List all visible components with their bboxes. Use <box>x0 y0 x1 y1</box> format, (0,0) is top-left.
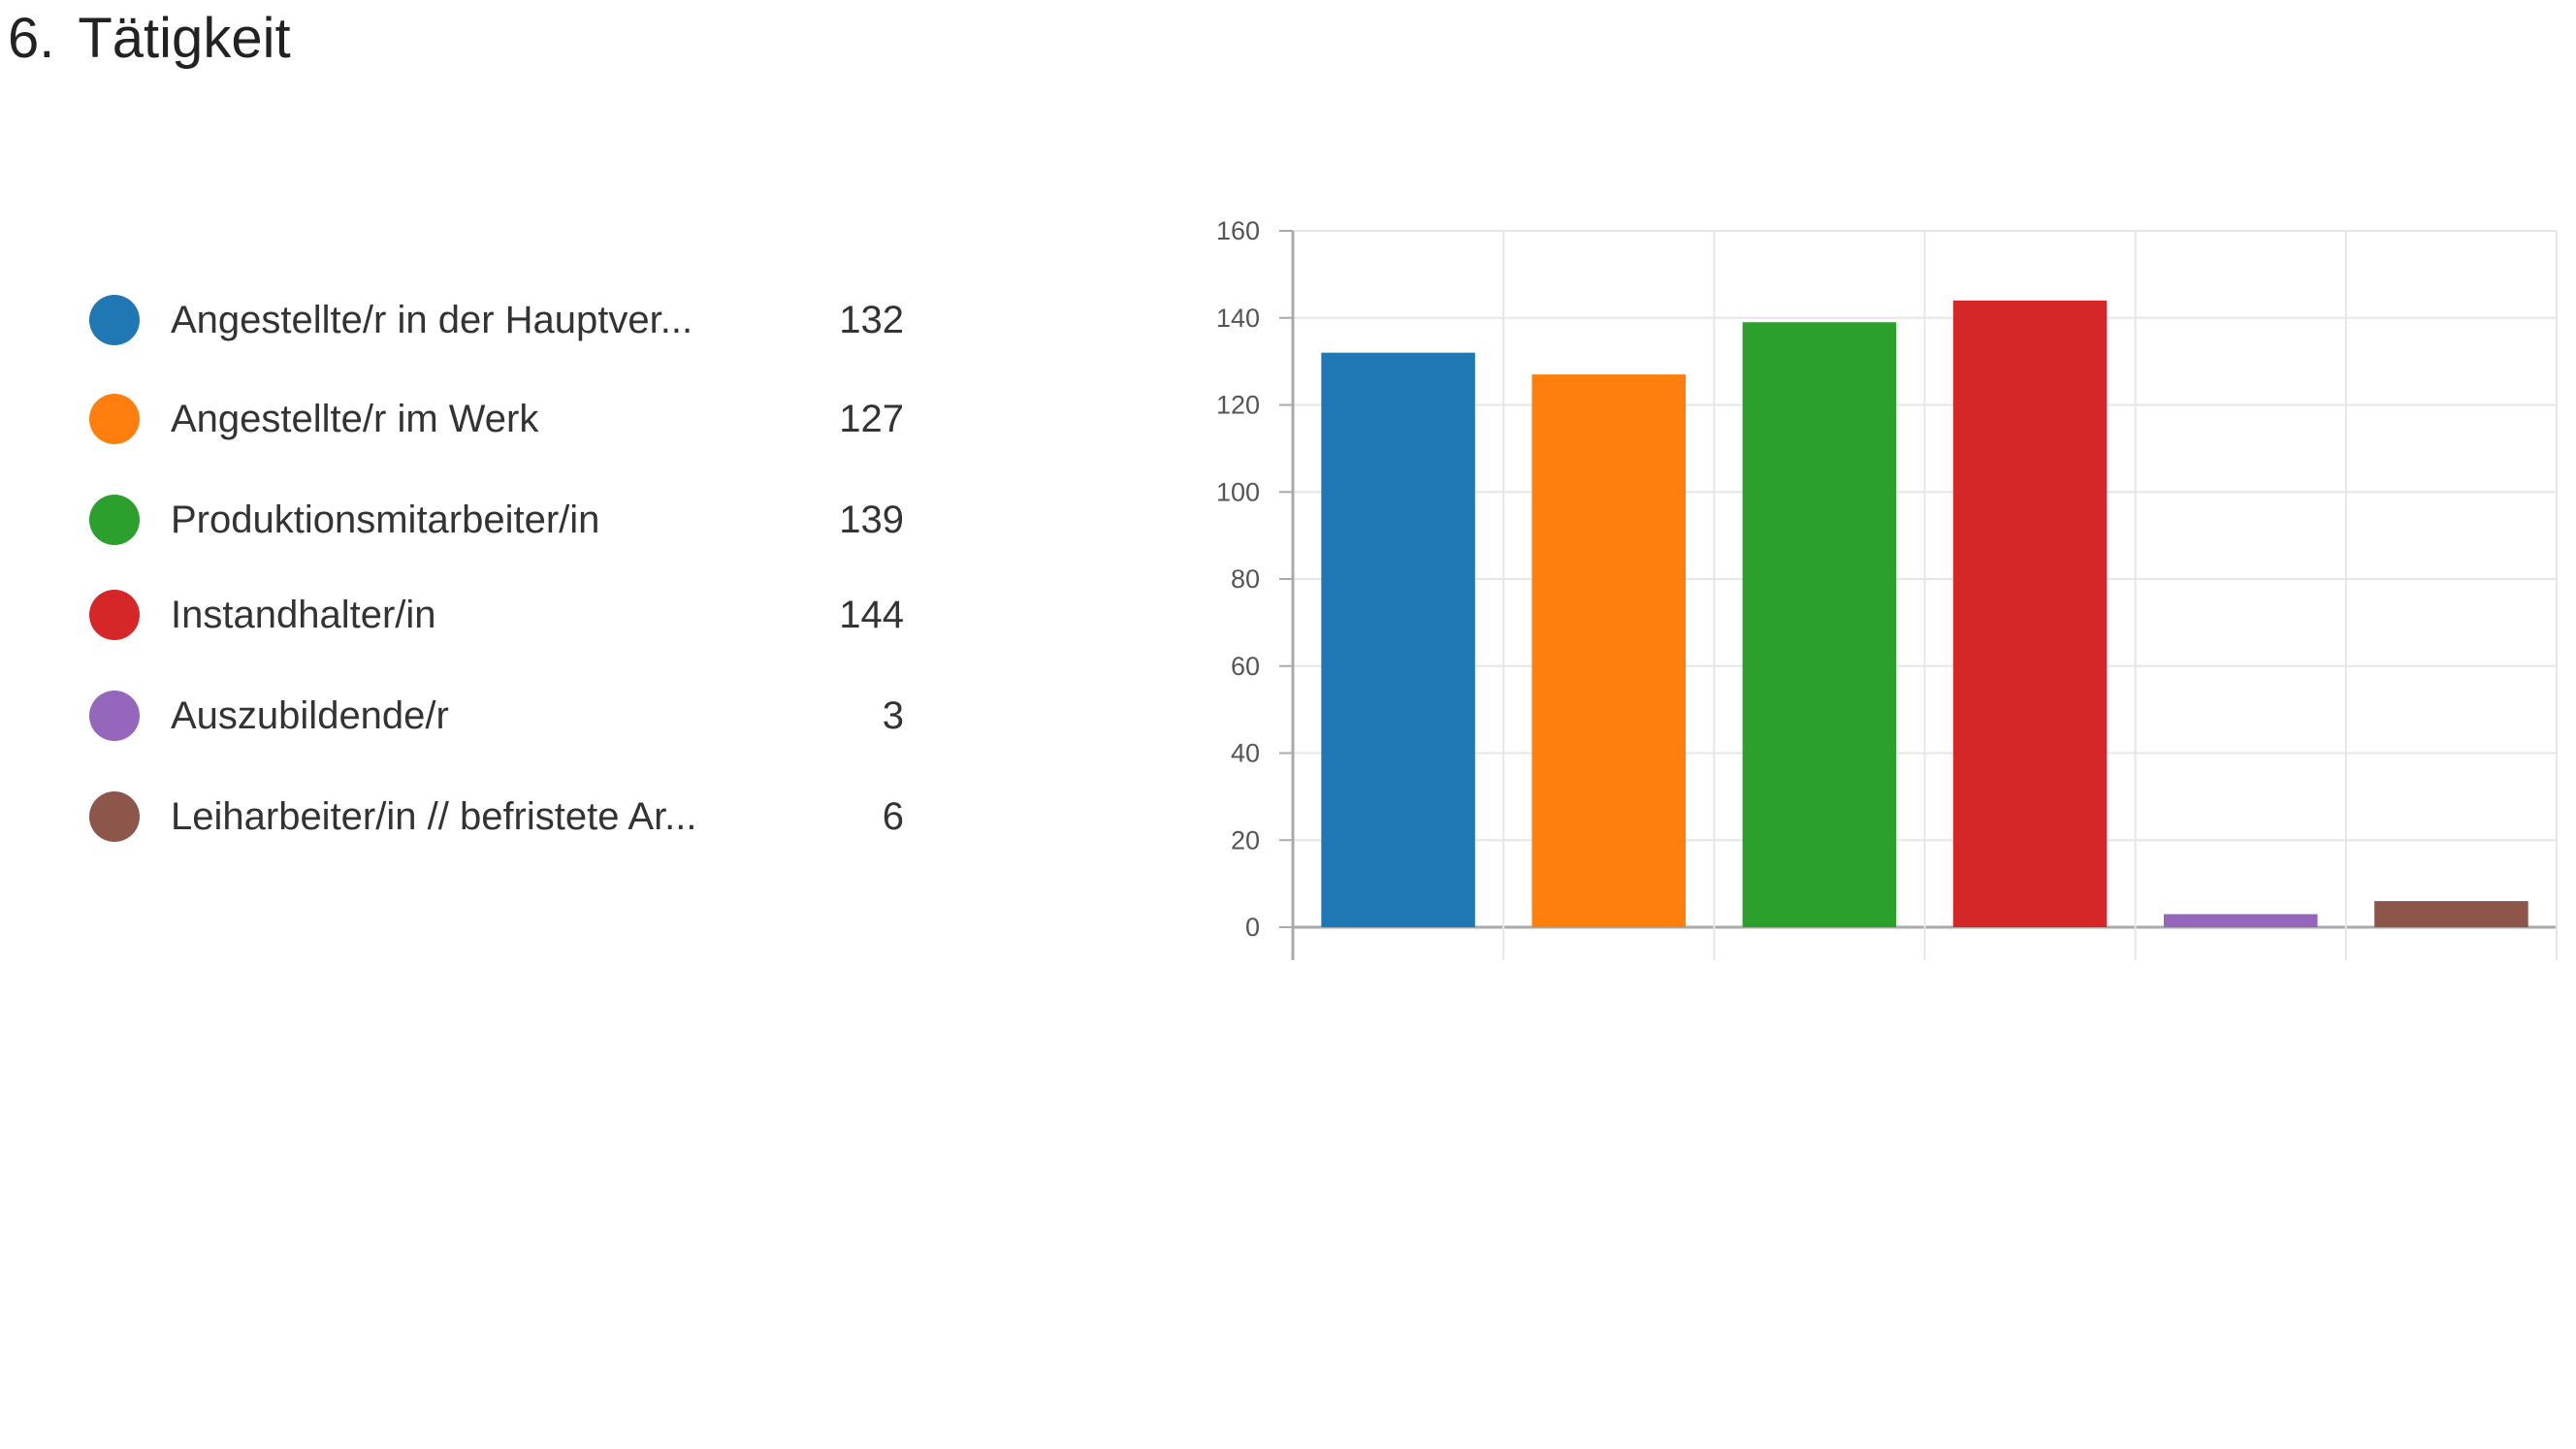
legend-item: Instandhalter/in 144 <box>89 586 904 644</box>
legend-count: 6 <box>882 795 904 838</box>
y-tick-label: 20 <box>1231 825 1260 854</box>
legend-swatch <box>89 495 140 545</box>
legend-count: 144 <box>839 594 904 636</box>
legend-count: 127 <box>839 398 904 440</box>
bar <box>1952 300 2108 927</box>
y-tick-label: 80 <box>1231 564 1260 594</box>
legend-item: Angestellte/r in der Hauptver... 132 <box>89 291 904 349</box>
bar <box>1531 374 1687 927</box>
y-tick-label: 40 <box>1231 739 1260 768</box>
legend-item: Auszubildende/r 3 <box>89 687 904 745</box>
legend-swatch <box>89 590 140 640</box>
bar <box>1742 322 1897 927</box>
legend-count: 3 <box>882 694 904 737</box>
legend-swatch <box>89 791 140 842</box>
legend-count: 139 <box>839 499 904 541</box>
y-tick-label: 160 <box>1216 216 1260 245</box>
y-tick-label: 0 <box>1245 913 1260 942</box>
legend-item: Produktionsmitarbeiter/in 139 <box>89 491 904 549</box>
legend-label: Angestellte/r im Werk <box>171 398 539 440</box>
question-title: 6. Tätigkeit <box>8 4 291 74</box>
y-tick-label: 60 <box>1231 652 1260 681</box>
bar <box>1321 352 1475 927</box>
y-tick-label: 140 <box>1216 304 1260 333</box>
y-tick-label: 120 <box>1216 391 1260 420</box>
legend-swatch <box>89 691 140 741</box>
legend-swatch <box>89 394 140 444</box>
question-text: Tätigkeit <box>78 7 291 70</box>
bar-chart: 0 20 40 60 80 100 120 140 160 <box>1216 216 2558 960</box>
bar <box>2374 901 2528 927</box>
legend-item: Leiharbeiter/in // befristete Ar... 6 <box>89 788 904 846</box>
bar <box>2163 914 2318 927</box>
legend-swatch <box>89 295 140 345</box>
legend-label: Instandhalter/in <box>171 594 436 636</box>
question-number: 6. <box>8 7 55 70</box>
legend-label: Produktionsmitarbeiter/in <box>171 499 600 541</box>
legend-label: Leiharbeiter/in // befristete Ar... <box>171 795 697 838</box>
legend-count: 132 <box>839 299 904 341</box>
legend-item: Angestellte/r im Werk 127 <box>89 390 904 448</box>
legend-label: Angestellte/r in der Hauptver... <box>171 299 693 341</box>
y-tick-label: 100 <box>1216 477 1260 506</box>
legend-label: Auszubildende/r <box>171 694 449 737</box>
